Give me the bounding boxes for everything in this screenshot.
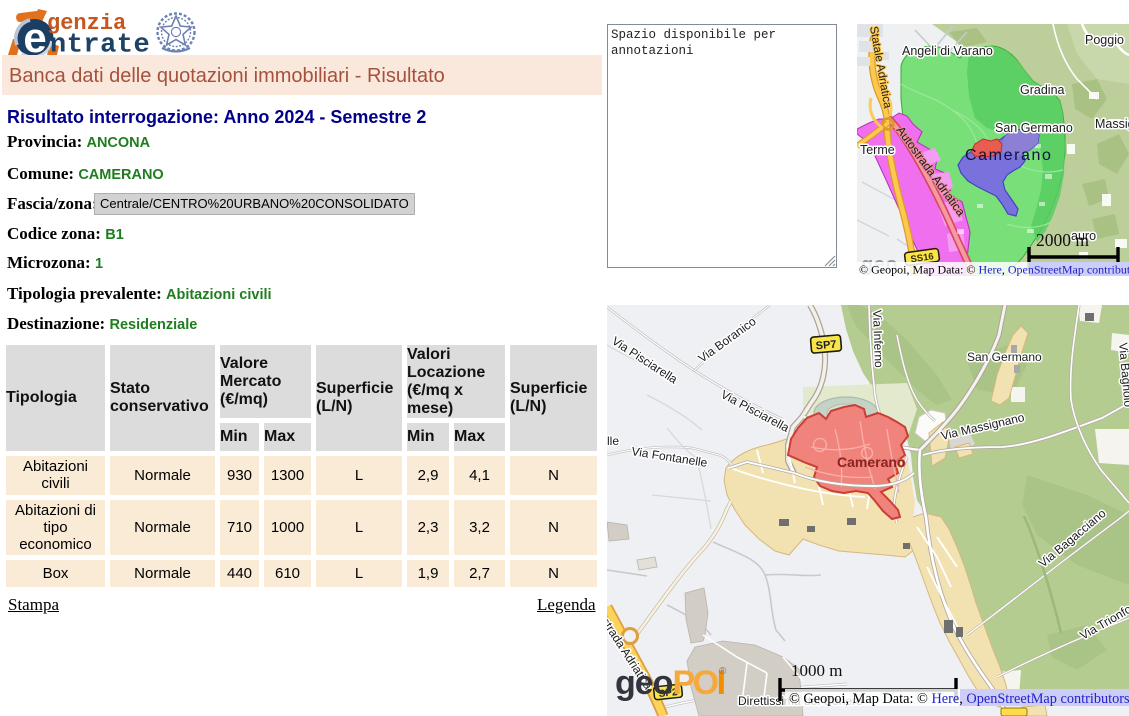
svg-text:genzia: genzia	[47, 11, 126, 36]
svg-text:io Terme: io Terme	[857, 143, 895, 157]
svg-text:e: e	[23, 14, 46, 55]
svg-text:© Geopoi, Map Data: © Here, Op: © Geopoi, Map Data: © Here, OpenStreetMa…	[859, 263, 1129, 277]
svg-text:Via Inferno: Via Inferno	[870, 310, 886, 369]
svg-text:Gradina: Gradina	[1020, 83, 1065, 97]
svg-text:© Geopoi, Map Data: © Here, Op: © Geopoi, Map Data: © Here, OpenStreetMa…	[789, 691, 1129, 707]
svg-text:auro: auro	[1071, 229, 1096, 243]
svg-text:Poggio: Poggio	[1085, 33, 1124, 47]
svg-text:®: ®	[719, 666, 727, 677]
svg-text:Massignano: Massignano	[1095, 117, 1129, 131]
svg-text:1000 m: 1000 m	[791, 661, 842, 680]
svg-text:2000 m: 2000 m	[1036, 230, 1089, 250]
svg-text:Camerano: Camerano	[837, 454, 905, 470]
svg-text:lle: lle	[607, 434, 619, 448]
svg-text:SP7: SP7	[815, 339, 837, 353]
svg-text:ntrate: ntrate	[50, 31, 150, 56]
svg-text:geoPOI: geoPOI	[615, 664, 725, 702]
svg-text:SP2: SP2	[658, 687, 678, 700]
svg-text:San Germano: San Germano	[995, 121, 1073, 135]
svg-text:Angeli di Varano: Angeli di Varano	[902, 44, 993, 58]
svg-text:SS16: SS16	[910, 251, 935, 265]
svg-text:San Germano: San Germano	[967, 350, 1042, 364]
svg-text:Camerano: Camerano	[965, 147, 1053, 164]
